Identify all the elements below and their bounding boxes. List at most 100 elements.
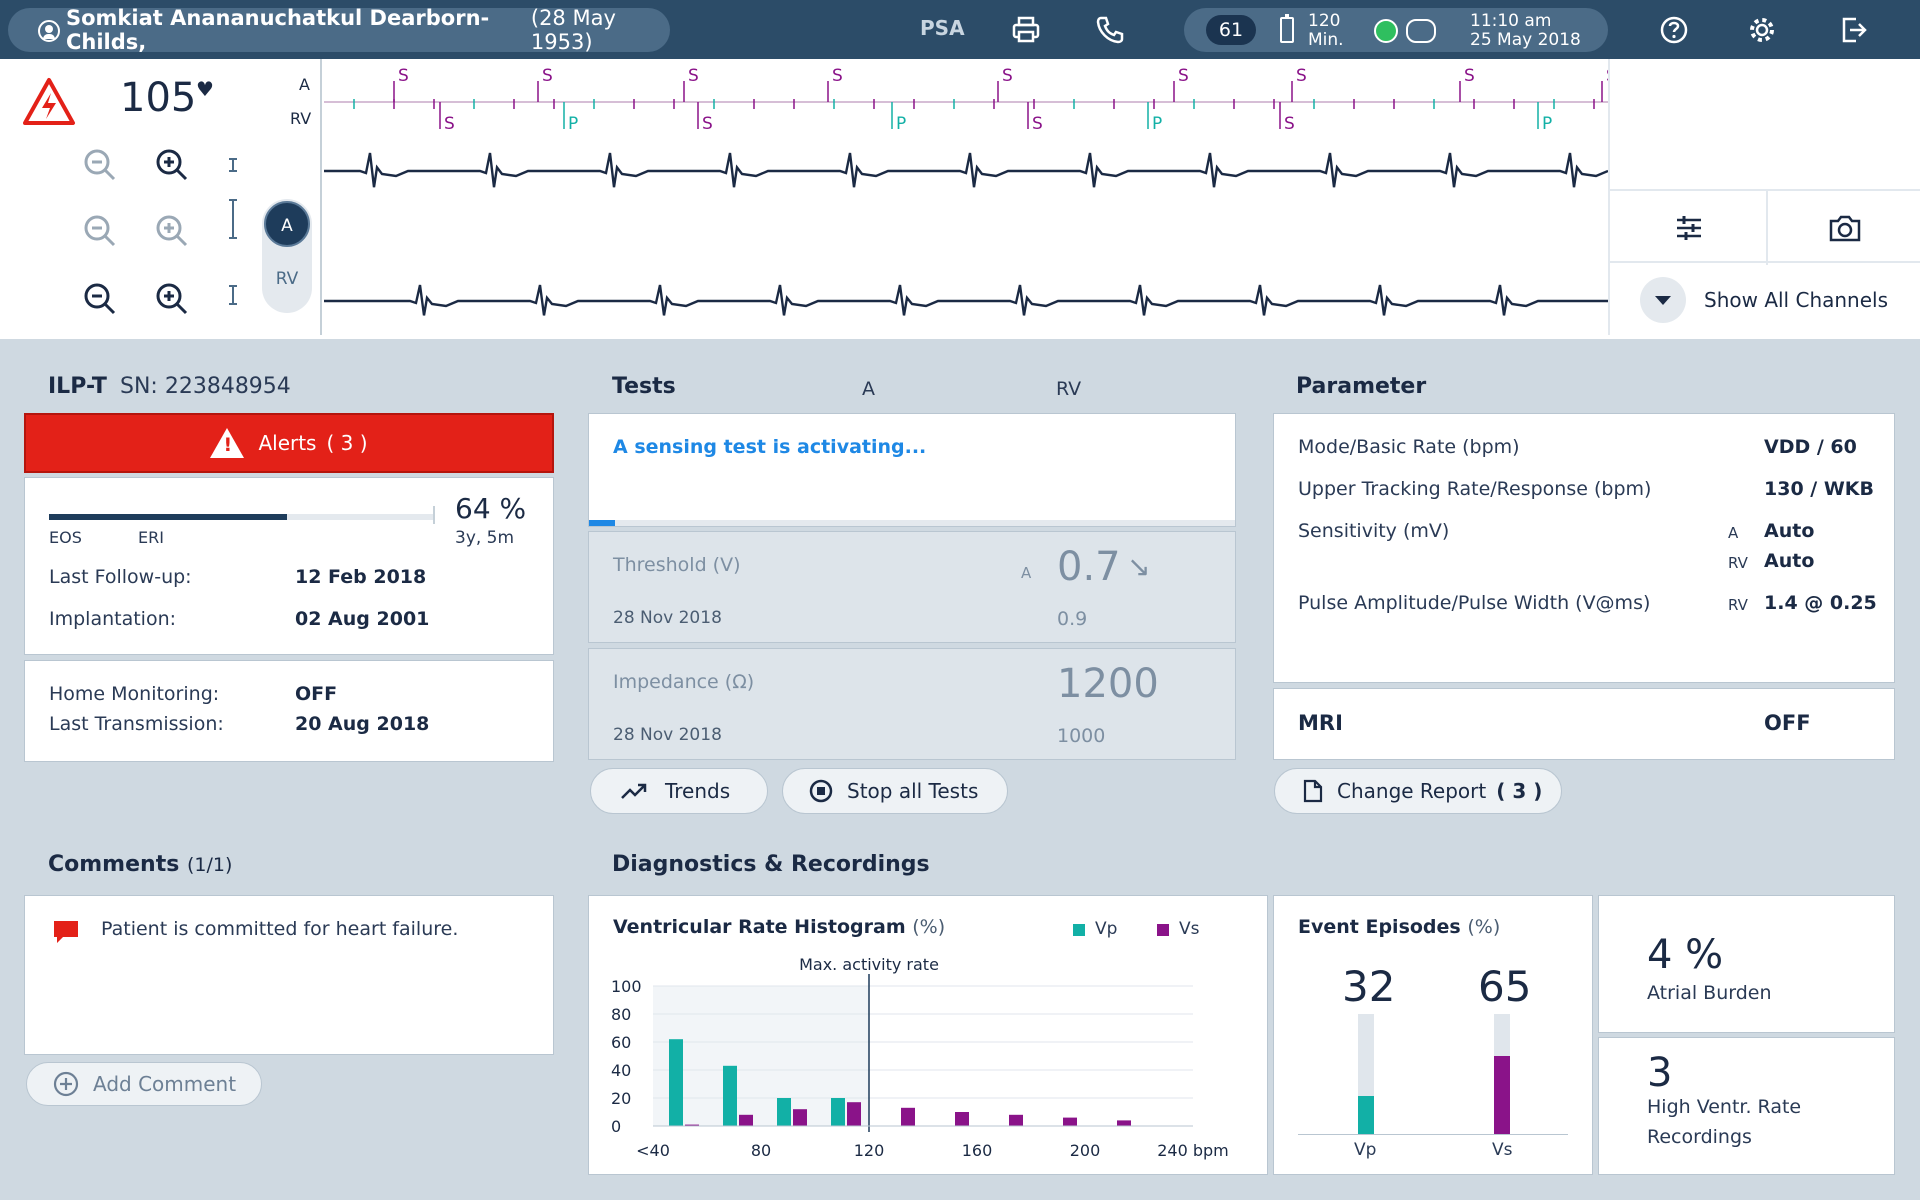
marker-label: S <box>702 114 713 134</box>
atrial-burden-label: Atrial Burden <box>1647 982 1772 1004</box>
user-icon <box>38 20 60 42</box>
events-vs-bar-fill <box>1494 1056 1510 1134</box>
threshold-channel: A <box>1021 564 1032 582</box>
histogram-bar-vs <box>1063 1117 1077 1126</box>
zoom-out-icon[interactable] <box>82 213 118 249</box>
battery-card: EOS ERI 64 % 3y, 5m Last Follow-up: 12 F… <box>24 477 554 655</box>
alerts-button[interactable]: Alerts ( 3 ) <box>24 413 554 473</box>
threshold-card[interactable]: Threshold (V) A 0.7 ↘ 28 Nov 2018 0.9 <box>588 531 1236 643</box>
histogram-unit: (%) <box>912 916 946 938</box>
param-value: 1.4 @ 0.25 <box>1764 592 1877 614</box>
param-label: Upper Tracking Rate/Response (bpm) <box>1298 478 1652 500</box>
atrial-burden-value: 4 % <box>1647 932 1724 978</box>
legend-vs-swatch <box>1157 924 1169 936</box>
last-followup-label: Last Follow-up: <box>49 566 192 588</box>
status-pill[interactable]: 61 120 Min. 11:10 am 25 May 2018 <box>1184 8 1608 52</box>
events-vs-bar <box>1494 1014 1510 1134</box>
marker-label: S <box>542 66 553 86</box>
channel-toggle-a[interactable]: A <box>264 201 310 247</box>
add-comment-button[interactable]: Add Comment <box>26 1062 262 1106</box>
histogram-bar-vs <box>685 1124 699 1126</box>
mri-label: MRI <box>1298 711 1343 735</box>
psa-button[interactable]: PSA <box>920 16 965 40</box>
amplitude-medium-icon <box>229 285 237 305</box>
printer-icon[interactable] <box>1010 14 1042 46</box>
threshold-label: Threshold (V) <box>613 554 741 576</box>
param-value: 130 / WKB <box>1764 478 1874 500</box>
help-icon[interactable] <box>1658 14 1690 46</box>
histogram-card[interactable]: Ventricular Rate Histogram (%) Vp Vs 100… <box>588 895 1268 1175</box>
patient-info-pill[interactable]: Somkiat Anananuchatkul Dearborn-Childs, … <box>8 6 670 54</box>
parameter-card[interactable]: Mode/Basic Rate (bpm) VDD / 60 Upper Tra… <box>1273 413 1895 683</box>
marker-label: S <box>398 66 409 86</box>
zoom-in-icon[interactable] <box>154 213 190 249</box>
histogram-bar-vs <box>847 1102 861 1126</box>
param-channel: A <box>1728 524 1739 542</box>
y-tick-label: 60 <box>611 1033 631 1052</box>
histogram-bar-vs <box>1117 1120 1131 1126</box>
histogram-bar-vs <box>901 1107 915 1126</box>
histogram-bar-vs <box>739 1114 753 1126</box>
zoom-in-icon[interactable] <box>154 281 190 317</box>
marker-label: S <box>1606 66 1608 86</box>
mri-card[interactable]: MRI OFF <box>1273 688 1895 760</box>
warning-icon <box>210 428 245 458</box>
gear-icon[interactable] <box>1746 14 1778 46</box>
x-tick-label: 160 <box>962 1141 993 1160</box>
add-icon <box>53 1071 79 1097</box>
y-tick-label: 80 <box>611 1005 631 1024</box>
impedance-card[interactable]: Impedance (Ω) 1200 28 Nov 2018 1000 <box>588 648 1236 760</box>
change-report-button[interactable]: Change Report ( 3 ) <box>1274 768 1562 814</box>
ecg-tools <box>1610 189 1920 265</box>
amplitude-large-icon <box>229 199 237 239</box>
tools-divider <box>1766 191 1768 265</box>
battery-remaining: 3y, 5m <box>455 528 515 548</box>
comment-icon <box>54 921 78 943</box>
phone-icon[interactable] <box>1094 14 1126 46</box>
threshold-date: 28 Nov 2018 <box>613 608 722 628</box>
zoom-out-icon[interactable] <box>82 281 118 317</box>
trends-button[interactable]: Trends <box>590 768 768 814</box>
patient-name: Somkiat Anananuchatkul Dearborn-Childs, <box>66 6 490 54</box>
datetime: 11:10 am 25 May 2018 <box>1470 12 1581 50</box>
comments-count: (1/1) <box>186 854 233 876</box>
channel-toggle-rv[interactable]: RV <box>275 269 299 289</box>
stop-all-tests-button[interactable]: Stop all Tests <box>782 768 1008 814</box>
status-number: 61 <box>1206 15 1256 45</box>
parameter-title: Parameter <box>1296 374 1427 399</box>
battery-bar-fill <box>49 514 288 520</box>
events-vp-bar <box>1358 1014 1374 1134</box>
mri-value: OFF <box>1764 711 1811 735</box>
high-ventr-rate-card[interactable]: 3 High Ventr. Rate Recordings <box>1598 1037 1895 1175</box>
events-unit: (%) <box>1467 916 1501 938</box>
param-value: Auto <box>1764 520 1815 542</box>
device-serial: SN: 223848954 <box>120 374 291 399</box>
logout-icon[interactable] <box>1838 14 1870 46</box>
change-report-label: Change Report <box>1337 779 1487 803</box>
marker-label: S <box>444 114 455 134</box>
sensing-progress-bar <box>589 520 1235 526</box>
connection-status-icon <box>1374 19 1398 43</box>
device-model: ILP-T <box>48 374 107 399</box>
tests-col-a: A <box>862 378 875 400</box>
chevron-down-icon <box>1640 277 1686 323</box>
home-monitoring-card: Home Monitoring: OFF Last Transmission: … <box>24 660 554 762</box>
channel-toggle[interactable]: A RV <box>262 199 312 313</box>
patient-dob: (28 May 1953) <box>530 6 616 54</box>
histogram-bar-vp <box>723 1065 737 1126</box>
zoom-in-icon[interactable] <box>154 147 190 183</box>
camera-icon[interactable] <box>1828 213 1862 243</box>
show-all-channels-button[interactable]: Show All Channels <box>1640 275 1910 325</box>
event-episodes-card[interactable]: Event Episodes (%) 32 65 Vp Vs <box>1273 895 1593 1175</box>
battery-bar-end <box>433 506 435 524</box>
param-label: Sensitivity (mV) <box>1298 520 1450 542</box>
last-transmission-label: Last Transmission: <box>49 713 224 735</box>
ecg-strips: S S S S S S S S S S P S P S P S P <box>324 66 1608 316</box>
marker-ticks <box>353 99 1595 109</box>
atrial-burden-card[interactable]: 4 % Atrial Burden <box>1598 895 1895 1033</box>
sliders-icon[interactable] <box>1674 213 1704 243</box>
battery-minutes: 120 Min. <box>1308 12 1344 50</box>
alarm-warning-icon[interactable] <box>22 77 76 127</box>
zoom-out-icon[interactable] <box>82 147 118 183</box>
